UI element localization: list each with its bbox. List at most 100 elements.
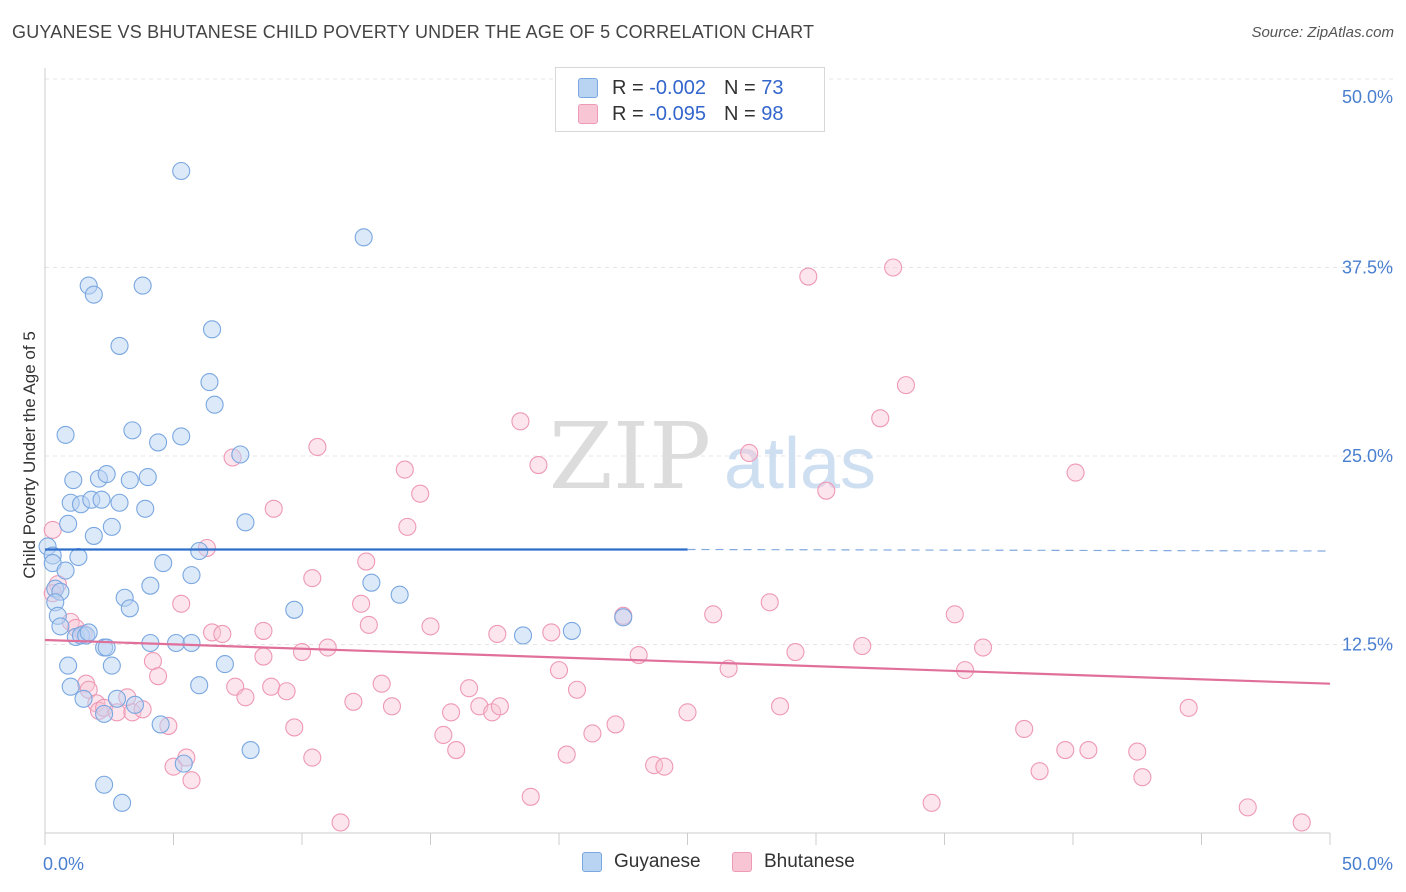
- guyanese-point: [190, 676, 209, 695]
- bhutanese-point: [760, 593, 779, 612]
- bhutanese-point: [149, 667, 168, 686]
- bhutanese-point: [521, 787, 540, 806]
- bhutanese-point: [236, 688, 255, 707]
- guyanese-point: [133, 276, 152, 295]
- bhutanese-point: [277, 682, 296, 701]
- bhutanese-point: [143, 652, 162, 671]
- guyanese-point: [149, 433, 168, 452]
- bhutanese-r-value: -0.095: [649, 102, 706, 125]
- bhutanese-point: [254, 621, 273, 640]
- guyanese-n-value: 73: [761, 76, 784, 99]
- bhutanese-point: [945, 605, 964, 624]
- guyanese-point: [151, 715, 170, 734]
- guyanese-point: [92, 490, 111, 509]
- watermark-atlas: atlas: [724, 424, 876, 504]
- bhutanese-point: [529, 455, 548, 475]
- guyanese-point: [69, 547, 88, 567]
- series-legend: Guyanese Bhutanese: [0, 851, 1406, 877]
- bhutanese-point: [786, 642, 805, 662]
- guyanese-point: [56, 425, 75, 444]
- bhutanese-point: [884, 258, 903, 277]
- guyanese-point: [362, 573, 381, 592]
- guyanese-points: [38, 161, 633, 812]
- bhutanese-point: [357, 552, 376, 571]
- bhutanese-point: [398, 517, 417, 536]
- bhutanese-point: [511, 412, 530, 431]
- bhutanese-point: [395, 460, 414, 479]
- bhutanese-point: [490, 697, 509, 716]
- gridlines: [45, 78, 1395, 645]
- bhutanese-point: [254, 647, 273, 666]
- guyanese-point: [51, 617, 70, 636]
- bhutanese-point: [1079, 741, 1098, 760]
- bhutanese-point: [172, 594, 191, 613]
- bhutanese-point: [817, 481, 836, 500]
- guyanese-r-label: R =: [612, 76, 644, 99]
- guyanese-point: [513, 626, 533, 645]
- bhutanese-point: [542, 623, 561, 642]
- bhutanese-point: [488, 624, 507, 643]
- bhutanese-point: [1066, 463, 1085, 482]
- watermark-zip: ZIP: [549, 403, 711, 510]
- bhutanese-point: [704, 605, 723, 624]
- guyanese-point: [182, 566, 201, 585]
- bhutanese-point: [331, 813, 350, 832]
- guyanese-point: [102, 517, 121, 536]
- bhutanese-points: [43, 258, 1311, 832]
- guyanese-trend-extension: [687, 548, 1331, 552]
- bhutanese-point: [359, 615, 378, 634]
- bhutanese-point: [303, 569, 322, 588]
- bhutanese-point: [372, 674, 391, 693]
- guyanese-point: [174, 754, 193, 773]
- bhutanese-point: [1292, 813, 1311, 832]
- bhutanese-point: [421, 617, 440, 636]
- guyanese-point: [74, 689, 93, 708]
- bhutanese-point: [308, 437, 327, 457]
- bhutanese-point: [43, 520, 62, 539]
- watermark: ZIP atlas: [549, 403, 876, 510]
- bhutanese-point: [182, 771, 201, 790]
- bhutanese-point: [262, 677, 281, 696]
- bhutanese-point: [459, 679, 479, 698]
- guyanese-point: [84, 526, 103, 545]
- legend-row-guyanese: R = -0.002 N = 73: [578, 76, 783, 100]
- guyanese-point: [113, 793, 132, 812]
- bhutanese-trend-line: [44, 638, 1331, 685]
- guyanese-point: [614, 608, 633, 627]
- guyanese-point: [182, 633, 201, 653]
- guyanese-point: [97, 465, 116, 484]
- guyanese-point: [190, 541, 209, 561]
- bhutanese-point: [285, 718, 304, 737]
- guyanese-point: [167, 633, 186, 653]
- guyanese-point: [200, 373, 219, 392]
- correlation-legend: R = -0.002 N = 73 R = -0.095 N = 98: [555, 67, 825, 132]
- tick-labels: 12.5% 25.0% 37.5% 50.0% 0.0% 50.0%: [43, 87, 1393, 874]
- guyanese-r-value: -0.002: [649, 76, 706, 99]
- bhutanese-point: [740, 443, 759, 463]
- guyanese-point: [285, 600, 304, 619]
- guyanese-point: [123, 421, 142, 440]
- guyanese-point: [110, 493, 129, 512]
- bhutanese-point: [318, 638, 337, 657]
- bhutanese-point: [1015, 719, 1034, 738]
- guyanese-point: [102, 656, 121, 675]
- bhutanese-point: [1238, 798, 1257, 817]
- bhutanese-point: [1030, 762, 1049, 781]
- source-label: Source: ZipAtlas.com: [1251, 24, 1394, 41]
- bhutanese-swatch: [578, 104, 598, 124]
- guyanese-point: [59, 514, 78, 533]
- guyanese-point: [390, 585, 409, 604]
- guyanese-point: [64, 471, 83, 490]
- bhutanese-point: [447, 741, 466, 760]
- y-tick-label: 50.0%: [1342, 87, 1393, 107]
- guyanese-point: [562, 621, 581, 640]
- guyanese-point: [79, 623, 98, 642]
- bhutanese-point: [292, 642, 312, 662]
- guyanese-point: [136, 499, 155, 518]
- guyanese-point: [354, 228, 373, 247]
- guyanese-point: [61, 677, 80, 696]
- bhutanese-point: [678, 703, 697, 722]
- guyanese-point: [172, 427, 191, 446]
- bhutanese-point: [434, 725, 453, 745]
